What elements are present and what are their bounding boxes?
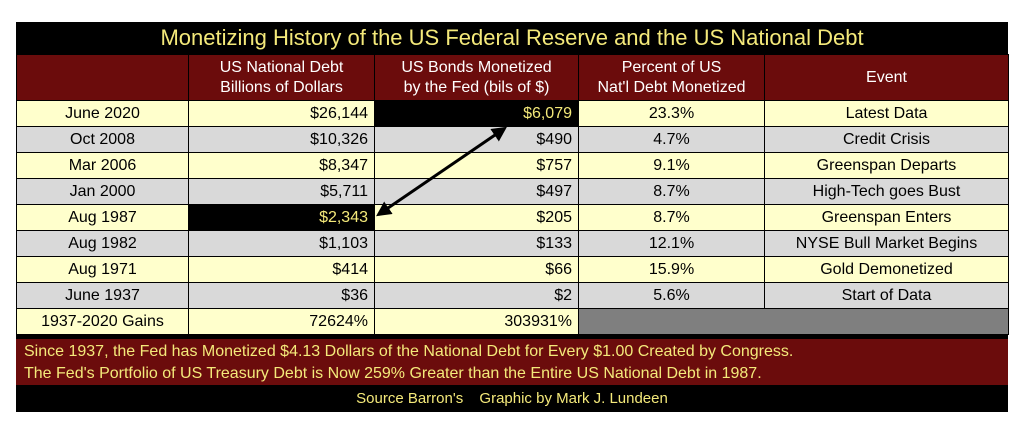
chart-title: Monetizing History of the US Federal Res… bbox=[16, 22, 1008, 54]
table-row: Mar 2006 $8,347 $757 9.1% Greenspan Depa… bbox=[16, 152, 1009, 179]
cell-percent: 4.7% bbox=[578, 126, 765, 153]
cell-date: June 2020 bbox=[16, 100, 189, 127]
cell-percent: 5.6% bbox=[578, 282, 765, 309]
header-row: US National Debt Billions of Dollars US … bbox=[16, 54, 1009, 101]
cell-debt: $36 bbox=[188, 282, 375, 309]
cell-percent: 23.3% bbox=[578, 100, 765, 127]
header-line: US National Debt bbox=[219, 58, 344, 76]
chart-frame: Monetizing History of the US Federal Res… bbox=[16, 22, 1009, 412]
header-line: by the Fed (bils of $) bbox=[403, 78, 550, 96]
cell-percent: 9.1% bbox=[578, 152, 765, 179]
cell-event: Greenspan Departs bbox=[764, 152, 1009, 179]
gains-blank bbox=[578, 308, 1009, 335]
gains-label: 1937-2020 Gains bbox=[16, 308, 189, 335]
cell-monetized-highlighted: $6,079 bbox=[374, 100, 579, 127]
header-line: Billions of Dollars bbox=[220, 78, 343, 96]
cell-percent: 12.1% bbox=[578, 230, 765, 257]
data-table: US National Debt Billions of Dollars US … bbox=[16, 54, 1009, 335]
table-row: June 1937 $36 $2 5.6% Start of Data bbox=[16, 282, 1009, 309]
header-line: Event bbox=[866, 68, 907, 86]
table-row: Oct 2008 $10,326 $490 4.7% Credit Crisis bbox=[16, 126, 1009, 153]
credit-text: Graphic by Mark J. Lundeen bbox=[479, 390, 668, 407]
table-row: Aug 1987 $2,343 $205 8.7% Greenspan Ente… bbox=[16, 204, 1009, 231]
gains-monetized: 303931% bbox=[374, 308, 579, 335]
cell-monetized: $757 bbox=[374, 152, 579, 179]
note-line: Since 1937, the Fed has Monetized $4.13 … bbox=[24, 343, 794, 360]
cell-debt: $5,711 bbox=[188, 178, 375, 205]
header-cell-event: Event bbox=[764, 54, 1009, 101]
note-line: The Fed's Portfolio of US Treasury Debt … bbox=[24, 365, 762, 382]
header-cell-percent: Percent of US Nat'l Debt Monetized bbox=[578, 54, 765, 101]
cell-date: Jan 2000 bbox=[16, 178, 189, 205]
header-line: US Bonds Monetized bbox=[401, 58, 552, 76]
cell-monetized: $133 bbox=[374, 230, 579, 257]
cell-monetized: $497 bbox=[374, 178, 579, 205]
summary-notes: Since 1937, the Fed has Monetized $4.13 … bbox=[16, 339, 1008, 385]
header-line: Percent of US bbox=[621, 58, 722, 76]
cell-date: Oct 2008 bbox=[16, 126, 189, 153]
cell-event: Start of Data bbox=[764, 282, 1009, 309]
cell-debt: $1,103 bbox=[188, 230, 375, 257]
header-cell-date bbox=[16, 54, 189, 101]
header-line: Nat'l Debt Monetized bbox=[597, 78, 746, 96]
cell-debt: $26,144 bbox=[188, 100, 375, 127]
table-row: Jan 2000 $5,711 $497 8.7% High-Tech goes… bbox=[16, 178, 1009, 205]
cell-event: Credit Crisis bbox=[764, 126, 1009, 153]
table-row: June 2020 $26,144 $6,079 23.3% Latest Da… bbox=[16, 100, 1009, 127]
cell-debt: $8,347 bbox=[188, 152, 375, 179]
cell-monetized: $205 bbox=[374, 204, 579, 231]
header-cell-debt: US National Debt Billions of Dollars bbox=[188, 54, 375, 101]
cell-event: Greenspan Enters bbox=[764, 204, 1009, 231]
cell-date: Mar 2006 bbox=[16, 152, 189, 179]
table-row: Aug 1971 $414 $66 15.9% Gold Demonetized bbox=[16, 256, 1009, 283]
cell-percent: 8.7% bbox=[578, 178, 765, 205]
cell-monetized: $2 bbox=[374, 282, 579, 309]
gains-debt: 72624% bbox=[188, 308, 375, 335]
cell-percent: 8.7% bbox=[578, 204, 765, 231]
cell-debt: $414 bbox=[188, 256, 375, 283]
cell-debt: $10,326 bbox=[188, 126, 375, 153]
source-text: Source Barron's bbox=[356, 390, 464, 407]
cell-date: Aug 1971 bbox=[16, 256, 189, 283]
gains-row: 1937-2020 Gains 72624% 303931% bbox=[16, 308, 1009, 335]
cell-debt-highlighted: $2,343 bbox=[188, 204, 375, 231]
table-row: Aug 1982 $1,103 $133 12.1% NYSE Bull Mar… bbox=[16, 230, 1009, 257]
cell-monetized: $66 bbox=[374, 256, 579, 283]
cell-event: Latest Data bbox=[764, 100, 1009, 127]
cell-date: Aug 1987 bbox=[16, 204, 189, 231]
header-cell-monetized: US Bonds Monetized by the Fed (bils of $… bbox=[374, 54, 579, 101]
cell-date: June 1937 bbox=[16, 282, 189, 309]
cell-percent: 15.9% bbox=[578, 256, 765, 283]
cell-event: NYSE Bull Market Begins bbox=[764, 230, 1009, 257]
cell-event: Gold Demonetized bbox=[764, 256, 1009, 283]
cell-date: Aug 1982 bbox=[16, 230, 189, 257]
cell-monetized: $490 bbox=[374, 126, 579, 153]
source-line: Source Barron's Graphic by Mark J. Lunde… bbox=[16, 386, 1008, 412]
cell-event: High-Tech goes Bust bbox=[764, 178, 1009, 205]
